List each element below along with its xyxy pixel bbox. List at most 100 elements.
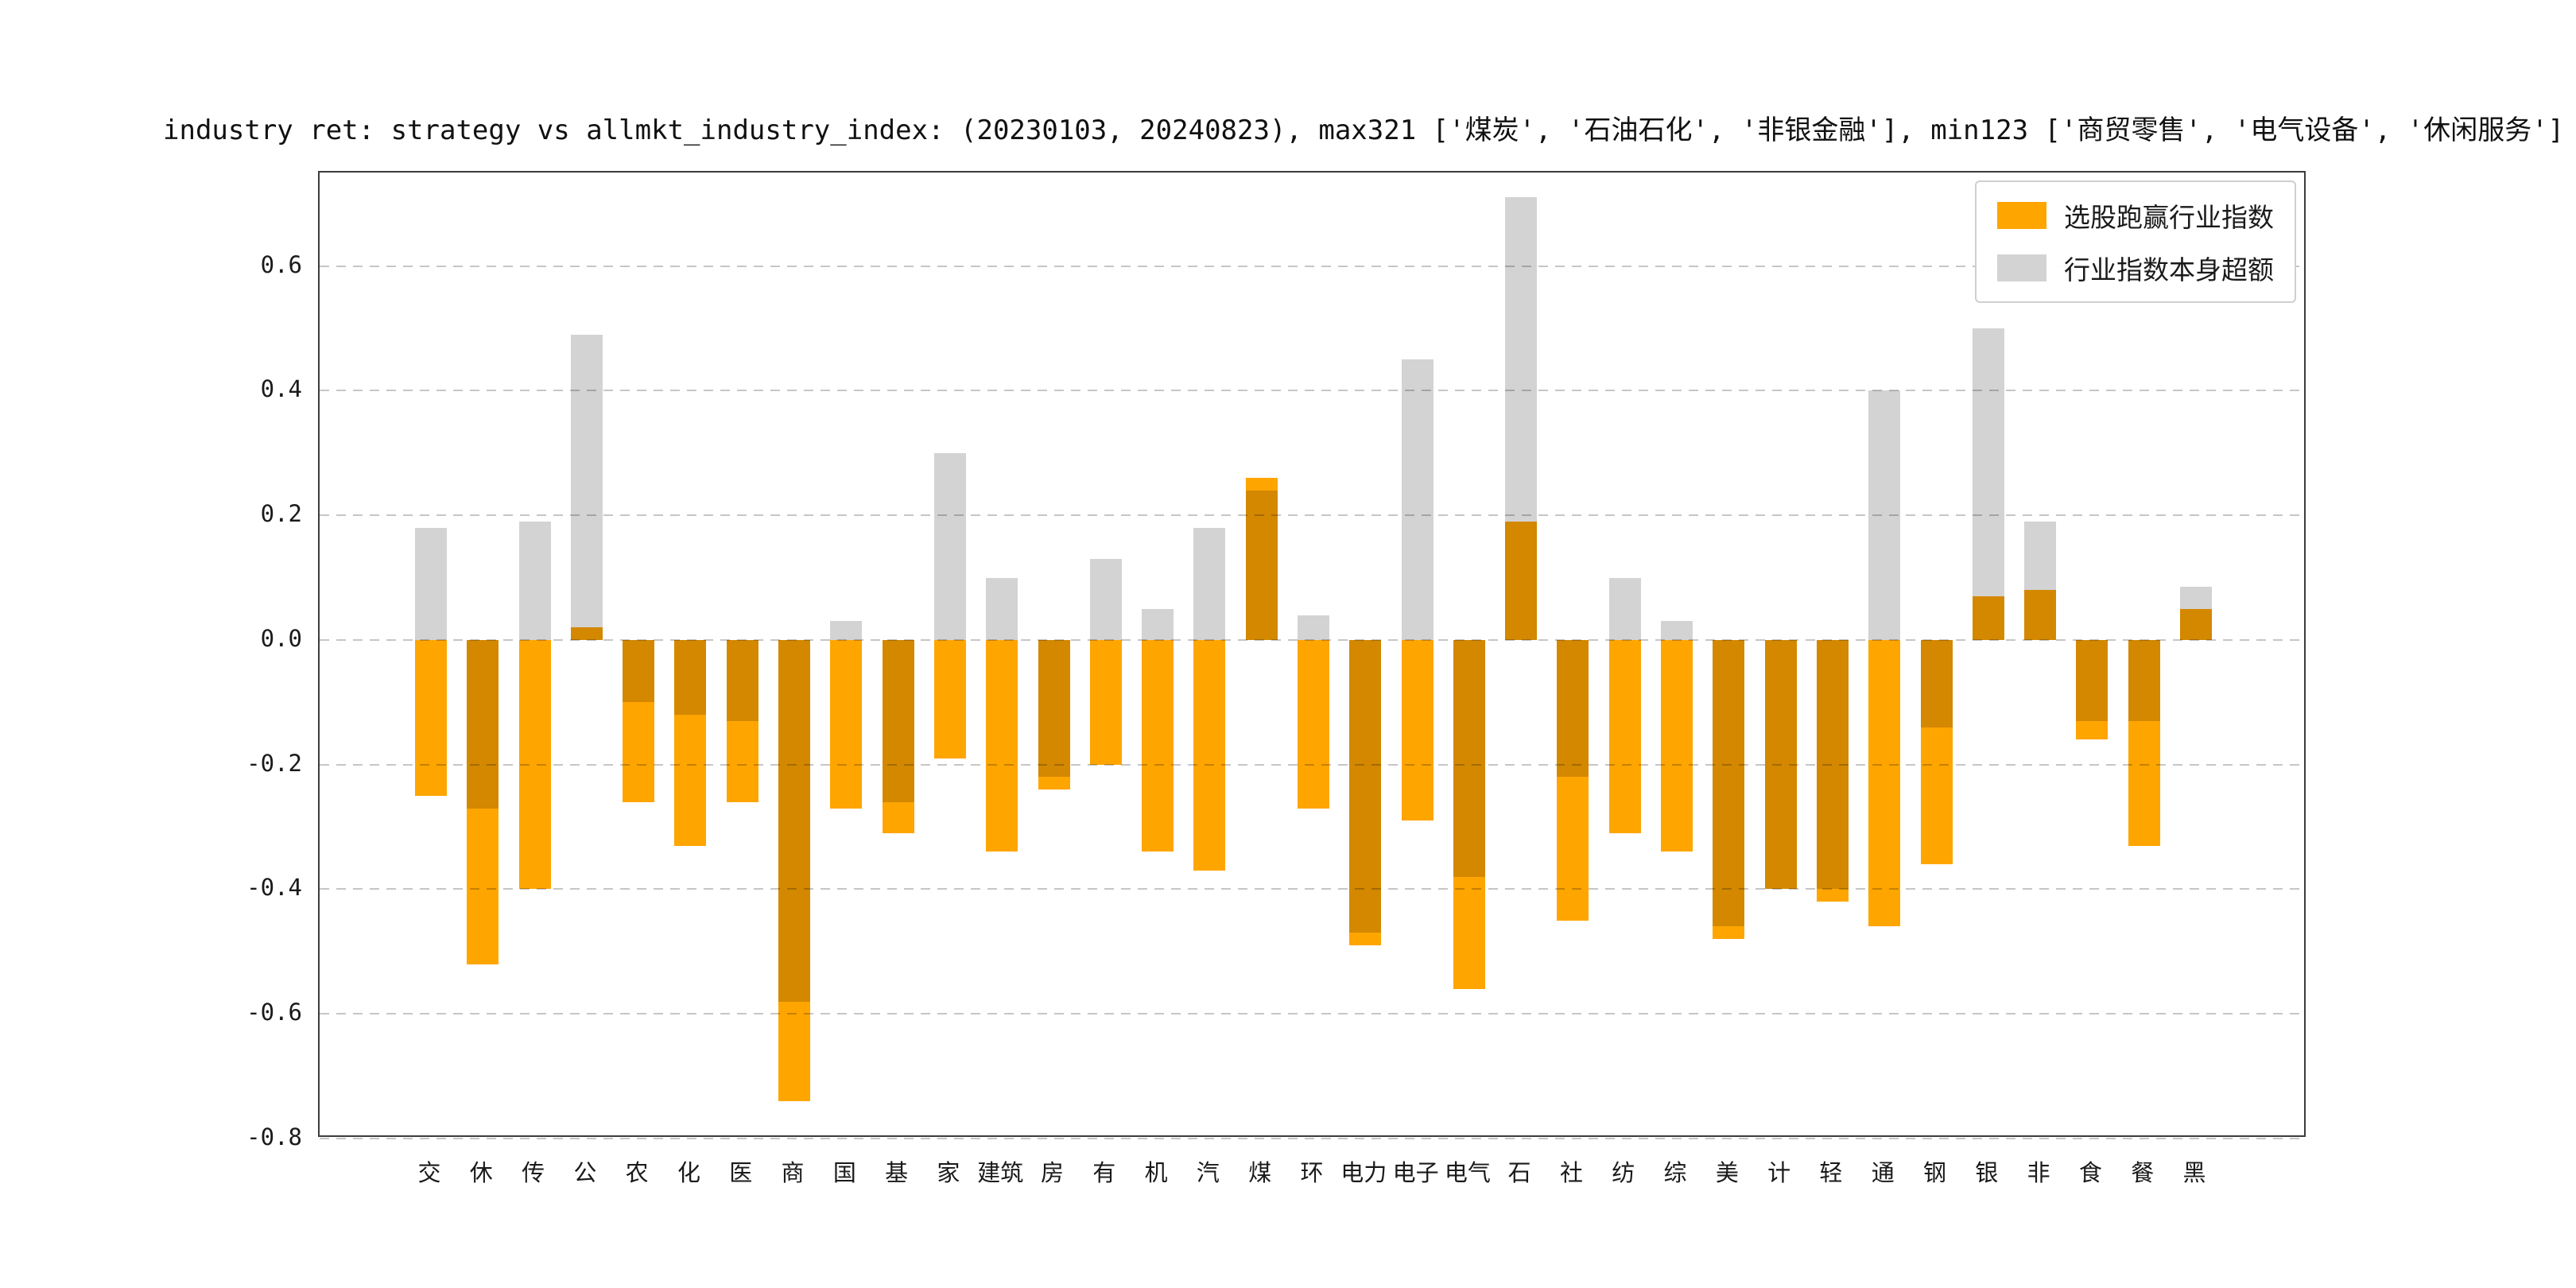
bar-index-社: [1557, 639, 1589, 778]
bar-index-交: [415, 527, 447, 640]
x-tick-label: 电子: [1392, 1159, 1439, 1186]
bar-index-医: [726, 639, 758, 721]
x-tick-label: 休: [469, 1159, 493, 1186]
bar-index-电力: [1349, 639, 1382, 933]
gridline: [320, 1013, 2304, 1015]
bar-index-黑: [2180, 587, 2212, 640]
x-tick-label: 医: [729, 1159, 753, 1186]
bar-index-家: [933, 452, 966, 640]
legend-swatch-orange: [1997, 202, 2046, 229]
gridline: [320, 514, 2304, 517]
x-tick-label: 化: [677, 1159, 700, 1186]
x-tick-label: 计: [1767, 1159, 1791, 1186]
gridline: [320, 390, 2304, 392]
bar-strategy-国: [830, 639, 863, 809]
x-tick-label: 餐: [2131, 1159, 2155, 1186]
bar-index-休: [467, 639, 499, 809]
bar-strategy-环: [1298, 639, 1329, 809]
bar-index-国: [830, 621, 863, 640]
gridline: [320, 1138, 2304, 1139]
bar-index-石: [1505, 197, 1538, 640]
x-tick-label: 电力: [1340, 1159, 1387, 1186]
bar-index-化: [674, 639, 707, 715]
x-tick-label: 机: [1144, 1159, 1168, 1186]
bar-index-美: [1713, 639, 1745, 927]
bar-strategy-汽: [1193, 639, 1226, 871]
x-tick-label: 环: [1300, 1159, 1324, 1186]
bar-strategy-建筑: [986, 639, 1018, 852]
bar-index-机: [1142, 608, 1174, 640]
bar-strategy-家: [933, 639, 966, 758]
y-tick-label: -0.8: [246, 1123, 302, 1150]
y-tick-label: -0.4: [246, 874, 302, 902]
bar-index-餐: [2128, 639, 2160, 721]
bar-strategy-传: [518, 639, 551, 890]
bar-index-建筑: [986, 577, 1018, 640]
bar-strategy-综: [1661, 639, 1693, 852]
x-tick-label: 银: [1975, 1159, 1999, 1186]
y-tick-label: 0.4: [260, 375, 302, 403]
plot-area: [318, 171, 2306, 1139]
x-tick-label: 石: [1507, 1159, 1531, 1186]
x-tick-label: 非: [2027, 1159, 2050, 1186]
x-tick-label: 美: [1715, 1159, 1739, 1186]
y-tick-label: -0.6: [246, 999, 302, 1026]
x-tick-label: 家: [937, 1159, 960, 1186]
x-tick-label: 纺: [1612, 1159, 1635, 1186]
x-tick-label: 交: [417, 1159, 441, 1186]
bar-index-房: [1038, 639, 1070, 778]
x-tick-label: 汽: [1196, 1159, 1220, 1186]
gridline: [320, 265, 2304, 267]
bar-strategy-交: [415, 639, 447, 796]
bar-index-传: [518, 521, 551, 640]
x-tick-label: 商: [781, 1159, 805, 1186]
x-tick-label: 国: [832, 1159, 856, 1186]
y-tick-label: 0.6: [260, 250, 302, 278]
x-tick-label: 煤: [1248, 1159, 1272, 1186]
bar-index-钢: [1920, 639, 1953, 727]
x-tick-label: 房: [1041, 1159, 1065, 1186]
x-tick-label: 基: [885, 1159, 909, 1186]
bar-strategy-有: [1089, 639, 1122, 765]
bar-index-商: [778, 639, 811, 1002]
bar-index-非: [2024, 521, 2057, 640]
x-tick-label: 综: [1663, 1159, 1687, 1186]
bar-index-计: [1764, 639, 1797, 890]
bar-index-轻: [1816, 639, 1849, 890]
x-tick-label: 通: [1871, 1159, 1895, 1186]
gridline: [320, 888, 2304, 890]
bar-strategy-机: [1142, 639, 1174, 852]
bar-strategy-通: [1868, 639, 1901, 927]
x-tick-label: 公: [573, 1159, 597, 1186]
bar-index-银: [1972, 328, 2004, 640]
bar-strategy-电子: [1401, 639, 1433, 821]
bar-index-有: [1089, 559, 1122, 640]
legend-label-strategy: 选股跑赢行业指数: [2064, 202, 2274, 233]
y-tick-label: -0.2: [246, 749, 302, 777]
x-tick-label: 电气: [1444, 1159, 1491, 1186]
legend-item-index-excess: 行业指数本身超额: [1997, 249, 2274, 287]
legend: 选股跑赢行业指数 行业指数本身超额: [1975, 180, 2296, 303]
x-tick-label: 农: [625, 1159, 649, 1186]
x-tick-label: 轻: [1819, 1159, 1843, 1186]
legend-item-strategy: 选股跑赢行业指数: [1997, 196, 2274, 235]
bar-index-综: [1661, 621, 1693, 640]
x-tick-label: 建筑: [977, 1159, 1024, 1186]
legend-swatch-gray: [1997, 254, 2046, 281]
bar-strategy-纺: [1608, 639, 1641, 833]
bar-index-农: [623, 639, 655, 703]
x-tick-label: 传: [522, 1159, 545, 1186]
bar-index-电子: [1401, 359, 1433, 640]
bars-layer: [320, 173, 2304, 1135]
bar-index-煤: [1245, 490, 1278, 640]
bar-index-环: [1298, 615, 1329, 640]
x-tick-label: 有: [1092, 1159, 1116, 1186]
y-tick-label: 0.2: [260, 500, 302, 528]
bar-index-电气: [1453, 639, 1485, 877]
bar-index-食: [2076, 639, 2109, 721]
bar-index-汽: [1193, 527, 1226, 640]
y-tick-label: 0.0: [260, 624, 302, 652]
bar-index-基: [882, 639, 914, 802]
x-tick-label: 社: [1559, 1159, 1583, 1186]
